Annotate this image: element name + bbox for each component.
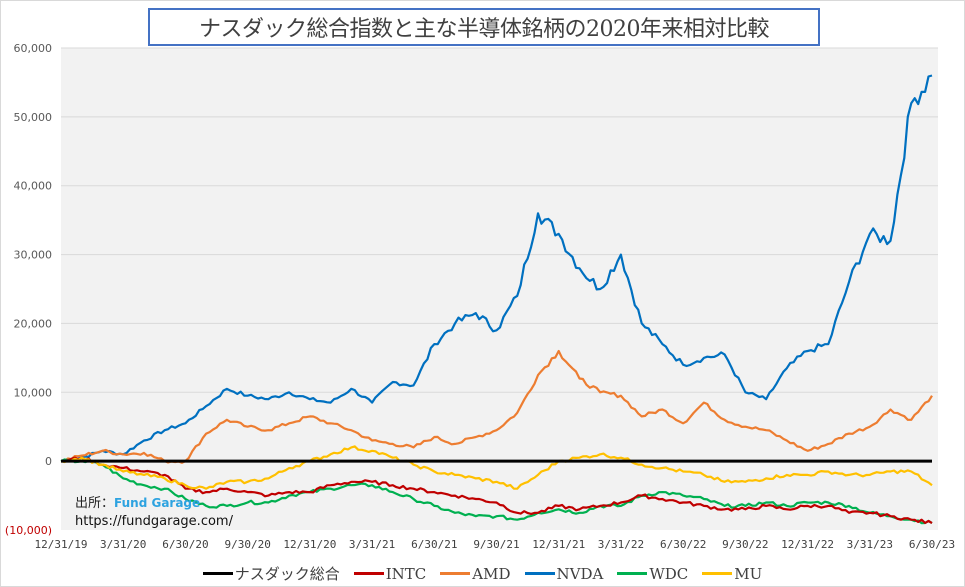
x-tick-label: 9/30/21 (473, 538, 519, 551)
x-axis: 12/31/19 3/31/20 6/30/20 9/30/20 12/31/20 3/3… (35, 538, 956, 551)
y-tick-label: 10,000 (14, 386, 53, 399)
legend-swatch (440, 572, 471, 575)
chart-title-box: ナスダック総合指数と主な半導体銘柄の2020年来相対比較 (148, 8, 820, 46)
legend-label: INTC (385, 564, 427, 583)
x-tick-label: 12/31/22 (781, 538, 834, 551)
x-tick-label: 6/30/20 (162, 538, 208, 551)
x-tick-label: 12/31/19 (35, 538, 88, 551)
y-tick-label: (10,000) (5, 524, 52, 537)
series-line-wdc (60, 458, 933, 525)
x-tick-label: 3/31/21 (349, 538, 395, 551)
legend-label: ナスダック総合 (234, 565, 340, 583)
plot-area (61, 48, 938, 530)
x-tick-label: 6/30/23 (909, 538, 955, 551)
y-tick-label: 20,000 (14, 317, 53, 330)
y-tick-label: 40,000 (14, 180, 53, 193)
x-tick-label: 12/31/20 (283, 538, 336, 551)
source-note: 出所：Fund Garage https://fundgarage.com/ (75, 492, 233, 529)
legend-item-wdc: WDC (617, 565, 688, 583)
legend-swatch (353, 572, 384, 575)
y-tick-label: 0 (45, 455, 52, 468)
y-tick-label: 60,000 (14, 42, 53, 55)
series-line-nvda (60, 74, 933, 463)
x-tick-label: 3/31/20 (100, 538, 146, 551)
x-tick-label: 9/30/20 (224, 538, 270, 551)
legend-item-intc: INTC (353, 564, 427, 583)
series-line-mu (60, 445, 933, 490)
x-tick-label: 6/30/22 (660, 538, 706, 551)
legend-item-nasdaq: ナスダック総合 (202, 563, 340, 584)
legend-label: MU (734, 564, 763, 583)
series-line-amd (61, 349, 933, 464)
legend-item-nvda: NVDA (524, 564, 604, 583)
source-brand: Fund Garage (114, 496, 201, 510)
legend-item-mu: MU (702, 565, 762, 583)
series-line-intc (61, 456, 933, 525)
series-lines (60, 74, 933, 525)
legend-swatch (617, 572, 648, 575)
legend-label: AMD (472, 564, 511, 583)
chart-title: ナスダック総合指数と主な半導体銘柄の2020年来相対比較 (199, 17, 770, 42)
x-tick-label: 6/30/21 (411, 538, 457, 551)
x-tick-label: 3/31/23 (847, 538, 893, 551)
x-tick-label: 3/31/22 (598, 538, 644, 551)
legend-label: NVDA (556, 564, 604, 583)
legend-item-amd: AMD (440, 564, 511, 583)
legend-swatch (202, 572, 233, 575)
y-axis: 60,000 50,000 40,000 30,000 20,000 10,000 0 (10… (5, 42, 52, 537)
legend-swatch (524, 572, 555, 575)
y-tick-label: 30,000 (14, 249, 53, 262)
legend: ナスダック総合 INTC AMD NVDA WDC MU (0, 563, 965, 584)
legend-swatch (702, 572, 733, 575)
legend-label: WDC (649, 564, 689, 583)
gridlines (61, 47, 938, 393)
x-tick-label: 12/31/21 (532, 538, 585, 551)
y-tick-label: 50,000 (14, 111, 53, 124)
x-tick-label: 9/30/22 (722, 538, 768, 551)
source-label: 出所： (75, 496, 115, 511)
source-url: https://fundgarage.com/ (75, 514, 233, 529)
